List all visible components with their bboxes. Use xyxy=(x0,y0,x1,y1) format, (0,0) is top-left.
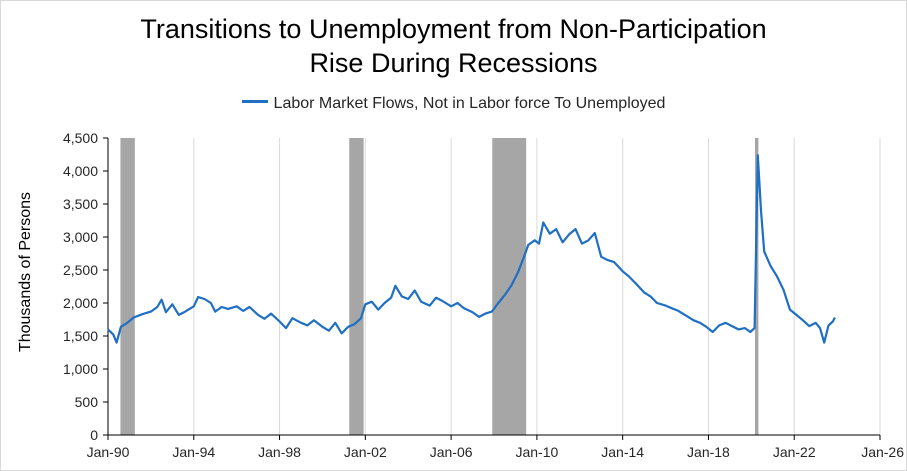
y-tick-label: 4,000 xyxy=(63,163,98,179)
x-tick-label: Jan-90 xyxy=(87,444,130,460)
chart-title-line-2: Rise During Recessions xyxy=(309,48,598,78)
y-tick-label: 3,000 xyxy=(63,229,98,245)
x-tick-label: Jan-94 xyxy=(172,444,215,460)
recession-bands xyxy=(120,138,759,435)
axes xyxy=(103,137,881,440)
recession-band xyxy=(349,138,364,435)
recession-band xyxy=(492,138,527,435)
x-tick-label: Jan-98 xyxy=(258,444,301,460)
y-tick-labels: 0 500 1,000 1,500 2,000 2,500 3,000 3,500 4,000 4… xyxy=(63,130,98,443)
y-tick-label: 2,000 xyxy=(63,295,98,311)
y-tick-label: 3,500 xyxy=(63,196,98,212)
x-tick-label: Jan-14 xyxy=(601,444,644,460)
x-tick-label: Jan-18 xyxy=(687,444,730,460)
series-line xyxy=(107,154,836,344)
chart-title: Transitions to Unemployment from Non-Par… xyxy=(0,12,907,80)
y-tick-label: 1,500 xyxy=(63,328,98,344)
y-tick-label: 2,500 xyxy=(63,262,98,278)
legend-label: Labor Market Flows, Not in Labor force T… xyxy=(273,95,666,112)
x-tick-label: Jan-10 xyxy=(515,444,558,460)
x-tick-label: Jan-26 xyxy=(861,444,904,460)
y-tick-label: 1,000 xyxy=(63,361,98,377)
recession-band xyxy=(754,138,759,435)
y-tick-label: 500 xyxy=(75,394,99,410)
x-tick-label: Jan-22 xyxy=(773,444,816,460)
x-tick-labels: Jan-90 Jan-94 Jan-98 Jan-02 Jan-06 Jan-10 Jan-… xyxy=(87,444,905,460)
chart-title-line-1: Transitions to Unemployment from Non-Par… xyxy=(140,14,767,44)
legend-swatch xyxy=(241,100,268,104)
x-tick-label: Jan-06 xyxy=(430,444,473,460)
recession-band xyxy=(120,138,135,435)
gridlines xyxy=(193,138,881,435)
y-tick-label: 4,500 xyxy=(63,130,98,146)
x-tick-label: Jan-02 xyxy=(344,444,387,460)
series-lines xyxy=(107,154,836,344)
chart-legend: Labor Market Flows, Not in Labor force T… xyxy=(0,94,907,114)
y-tick-label: 0 xyxy=(90,427,98,443)
